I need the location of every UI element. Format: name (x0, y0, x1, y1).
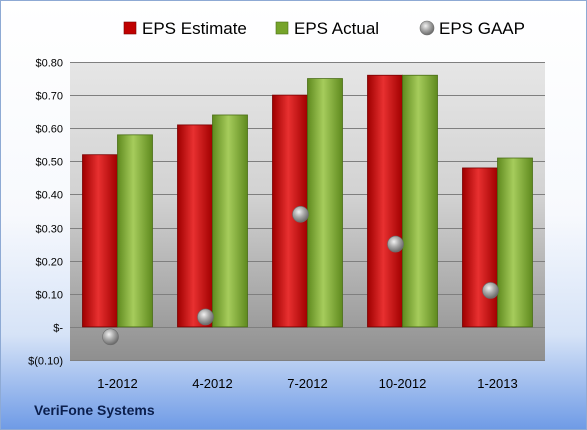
marker-eps-gaap (387, 235, 404, 253)
x-axis: 1-2012 4-2012 7-2012 10-2012 1-2013 (97, 376, 517, 391)
y-tick-label: $0.20 (35, 257, 63, 269)
y-tick-label: $(0.10) (28, 356, 63, 368)
y-tick-label: $0.10 (35, 290, 63, 302)
legend-label: EPS Actual (294, 19, 379, 38)
legend-label: EPS Estimate (142, 19, 247, 38)
y-tick-label: $0.80 (35, 58, 63, 70)
y-tick-label: $0.40 (35, 190, 63, 202)
bar-eps-actual (212, 114, 248, 328)
bar-eps-estimate (82, 154, 118, 328)
legend: EPS Estimate EPS Actual EPS GAAP (123, 19, 525, 38)
bar-eps-actual (497, 157, 533, 328)
x-tick-label: 10-2012 (379, 376, 427, 391)
marker-eps-gaap (197, 308, 214, 326)
gaap-markers (102, 206, 499, 346)
y-tick-label: $0.60 (35, 124, 63, 136)
bar-eps-estimate (177, 124, 213, 328)
x-tick-label: 1-2012 (97, 376, 137, 391)
bar-eps-actual (307, 78, 343, 328)
y-axis: $0.80 $0.70 $0.60 $0.50 $0.40 $0.30 $0.20 $0.10… (28, 58, 63, 368)
x-tick-label: 4-2012 (192, 376, 232, 391)
legend-swatch (123, 21, 137, 35)
marker-eps-gaap (102, 328, 119, 346)
marker-eps-gaap (482, 282, 499, 299)
bars (82, 74, 533, 328)
legend-label: EPS GAAP (439, 19, 525, 38)
y-tick-label: $- (53, 323, 63, 335)
company-name: VeriFone Systems (34, 402, 155, 418)
marker-eps-gaap (292, 206, 309, 223)
bar-eps-estimate (367, 74, 403, 328)
y-tick-label: $0.30 (35, 224, 63, 236)
bar-eps-estimate (462, 167, 498, 328)
x-tick-label: 1-2013 (477, 376, 517, 391)
y-tick-label: $0.70 (35, 91, 63, 103)
bar-eps-actual (117, 134, 153, 328)
bar-eps-actual (402, 74, 438, 328)
y-tick-label: $0.50 (35, 157, 63, 169)
legend-swatch (419, 20, 435, 36)
legend-swatch (275, 21, 289, 35)
x-tick-label: 7-2012 (287, 376, 327, 391)
